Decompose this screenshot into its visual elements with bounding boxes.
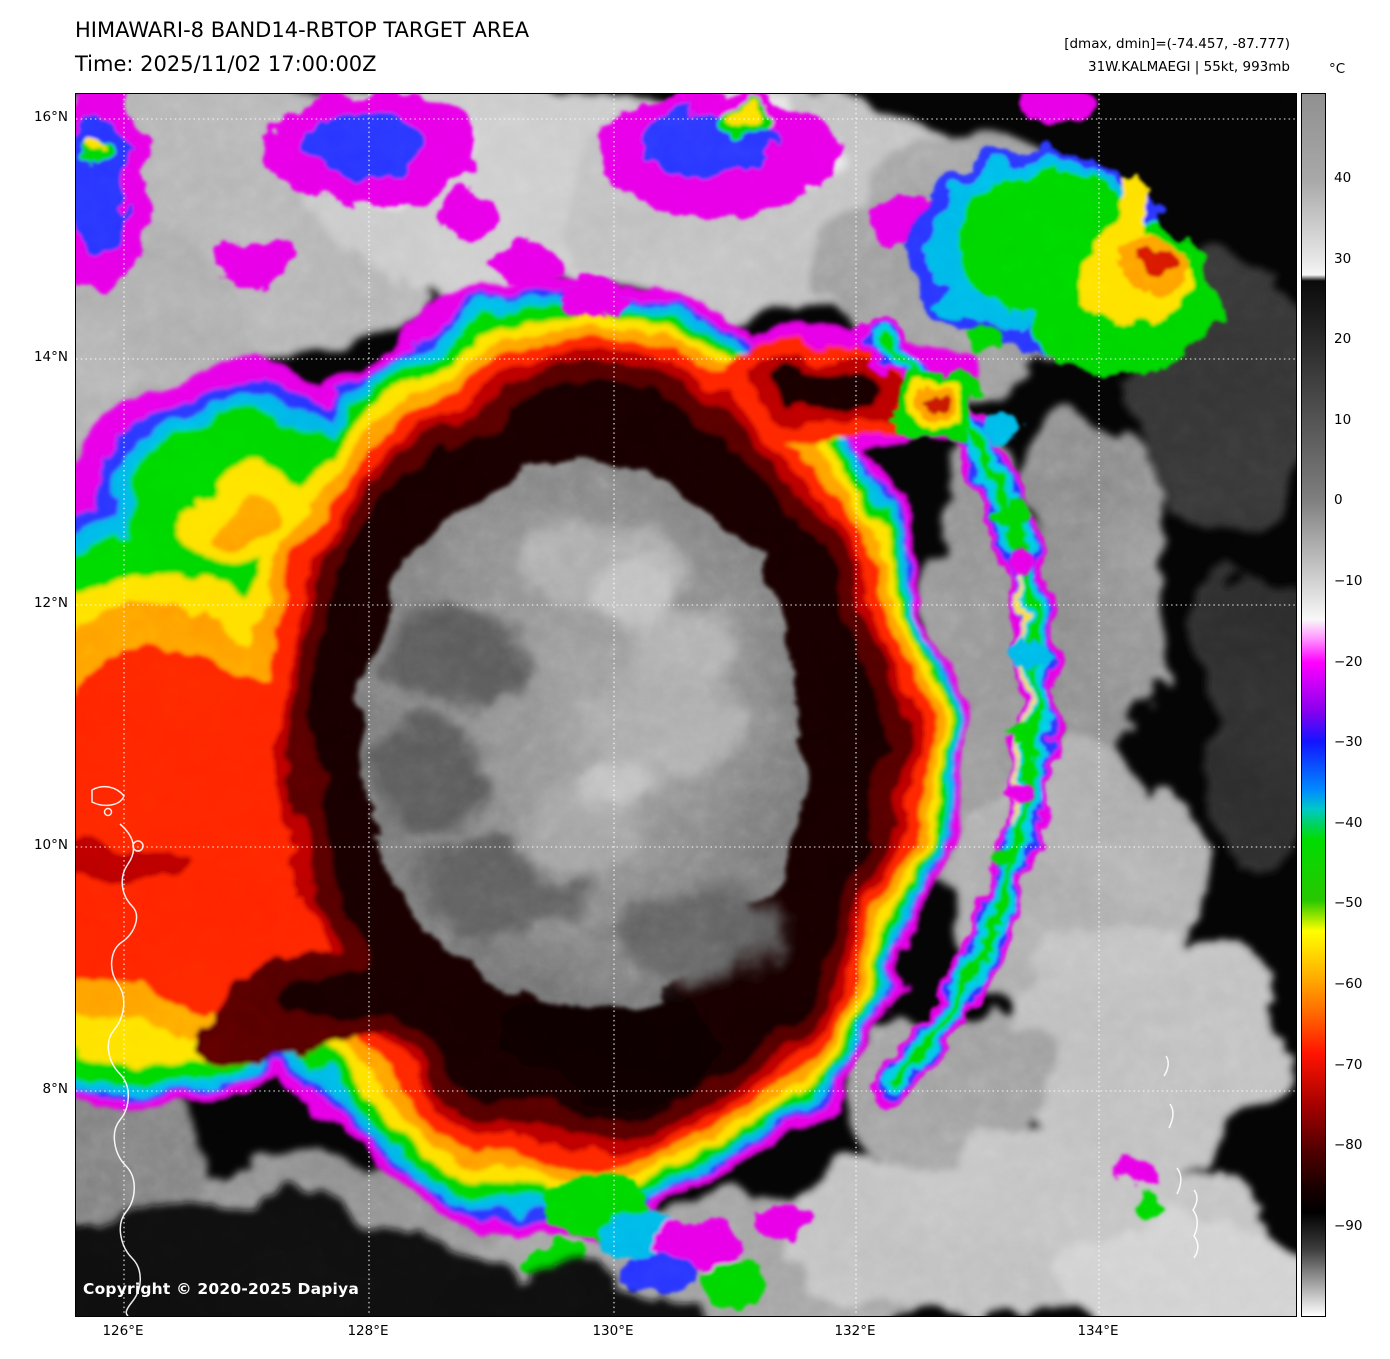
coastline [91, 785, 1199, 1316]
page-title: HIMAWARI-8 BAND14-RBTOP TARGET AREA [75, 18, 530, 42]
colorbar-tick: 30 [1334, 251, 1352, 267]
colorbar-tick: −20 [1334, 654, 1363, 670]
colorbar-tick: −60 [1334, 976, 1363, 992]
lat-label: 14°N [33, 349, 68, 365]
lon-label: 128°E [347, 1323, 389, 1339]
colorbar-tick: 0 [1334, 492, 1343, 508]
colorbar-tick: 20 [1334, 331, 1352, 347]
time-label: Time: 2025/11/02 17:00:00Z [75, 52, 377, 76]
colorbar-tick: 40 [1334, 170, 1352, 186]
lon-label: 134°E [1077, 1323, 1119, 1339]
header-info: [dmax, dmin]=(-74.457, -87.777) 31W.KALM… [1064, 33, 1290, 79]
copyright-label: Copyright © 2020-2025 Dapiya [83, 1280, 360, 1298]
colorbar-tick: −90 [1334, 1218, 1363, 1234]
texture-overlay-fine [76, 94, 1296, 1316]
colorbar-tick: −70 [1334, 1057, 1363, 1073]
colorbar-tick: −80 [1334, 1137, 1363, 1153]
lat-label: 16°N [33, 109, 68, 125]
colorbar-tick: −30 [1334, 734, 1363, 750]
map-frame: Copyright © 2020-2025 Dapiya [75, 93, 1297, 1317]
colorbar-unit-label: °C [1329, 61, 1346, 77]
storm-info-label: 31W.KALMAEGI | 55kt, 993mb [1088, 59, 1290, 75]
lat-label: 10°N [33, 837, 68, 853]
satellite-image [76, 94, 1296, 1316]
lon-label: 132°E [834, 1323, 876, 1339]
lon-label: 126°E [102, 1323, 144, 1339]
lat-label: 12°N [33, 595, 68, 611]
colorbar-tick: −10 [1334, 573, 1363, 589]
colorbar-tick: 10 [1334, 412, 1352, 428]
dmax-dmin-label: [dmax, dmin]=(-74.457, -87.777) [1064, 36, 1290, 52]
colorbar-tick: −50 [1334, 895, 1363, 911]
colorbar-tick: −40 [1334, 815, 1363, 831]
colorbar-gradient [1301, 93, 1326, 1317]
lon-label: 130°E [592, 1323, 634, 1339]
lat-label: 8°N [42, 1081, 68, 1097]
gridlines [76, 94, 1296, 1316]
